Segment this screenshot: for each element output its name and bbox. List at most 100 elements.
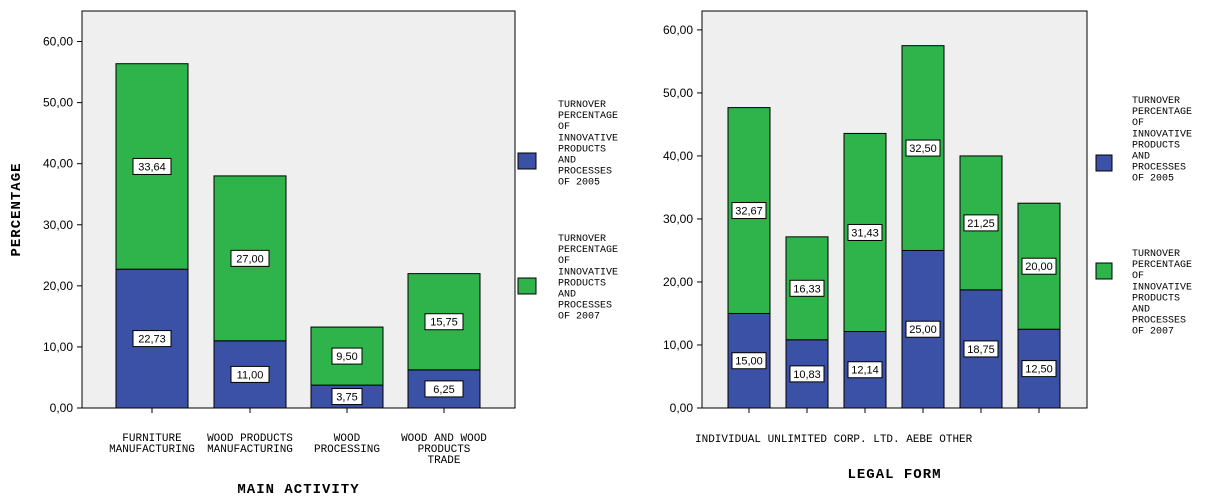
legend-label: OF: [1132, 271, 1144, 282]
data-label: 20,00: [1025, 261, 1053, 273]
y-tick-label: 20,00: [663, 275, 693, 289]
y-tick-label: 0,00: [50, 401, 74, 415]
data-label-box: [905, 139, 941, 157]
legend-label: INNOVATIVE: [1132, 129, 1192, 140]
data-label-box: [789, 279, 825, 297]
data-label-box: [230, 365, 270, 383]
bar-segment: [407, 273, 481, 371]
legend-label: INNOVATIVE: [558, 267, 618, 278]
y-tick-label: 50,00: [663, 86, 693, 100]
data-label-box: [424, 313, 464, 331]
data-label-box: [847, 361, 883, 379]
data-label: 33,64: [138, 161, 166, 173]
chart-1: 0,00 10,00 20,00 30,00 40,00 50,00 60,00 PERCEN…: [9, 10, 618, 498]
data-label-box: [331, 347, 363, 365]
data-label-box: [847, 223, 883, 241]
data-label: 12,14: [851, 365, 879, 377]
legend-label: PROCESSES: [1132, 163, 1186, 174]
y-tick-label: 30,00: [43, 218, 73, 232]
x-tick-label: MANUFACTURING: [207, 444, 293, 456]
legend-label: OF: [558, 256, 570, 267]
legend-label: PERCENTAGE: [558, 245, 618, 256]
y-tick-label: 40,00: [43, 157, 73, 171]
legend-label: PROCESSES: [1132, 316, 1186, 327]
y-tick-label: 60,00: [43, 35, 73, 49]
legend-label: AND: [1132, 152, 1150, 163]
legend-label: INNOVATIVE: [1132, 282, 1192, 293]
data-label-box: [1021, 360, 1057, 378]
data-label: 12,50: [1025, 364, 1053, 376]
data-label-box: [132, 330, 172, 348]
data-label-box: [1021, 257, 1057, 275]
legend-label: OF 2005: [558, 178, 600, 189]
y-tick-label: 60,00: [663, 23, 693, 37]
legend-label: TURNOVER: [558, 234, 606, 245]
data-label: 21,25: [967, 218, 995, 230]
x-tick-label: WOOD PRODUCTS: [207, 433, 293, 445]
data-label-box: [424, 380, 464, 398]
x-axis-title: MAIN ACTIVITY: [237, 482, 359, 498]
data-label: 32,50: [909, 143, 937, 155]
y-tick-label: 50,00: [43, 96, 73, 110]
x-tick-label: WOOD: [334, 433, 361, 445]
x-tick-label: PRODUCTS: [418, 444, 471, 456]
y-tick-label: 10,00: [663, 338, 693, 352]
data-label: 31,43: [851, 227, 879, 239]
data-label: 27,00: [236, 253, 264, 265]
legend-label: AND: [1132, 305, 1150, 316]
x-tick-label: TRADE: [427, 455, 460, 467]
legend-label: OF 2007: [1132, 327, 1174, 338]
data-label-box: [789, 365, 825, 383]
x-tick-label: WOOD AND WOOD: [401, 433, 487, 445]
legend-label: OF 2007: [558, 312, 600, 323]
data-label: 16,33: [793, 283, 821, 295]
data-label-box: [331, 388, 363, 406]
y-tick-label: 0,00: [670, 401, 694, 415]
data-label: 32,67: [735, 206, 763, 218]
data-label-box: [731, 352, 767, 370]
y-tick-label: 10,00: [43, 340, 73, 354]
x-tick-label: INDIVIDUAL UNLIMITED CORP. LTD. AEBE OTH…: [695, 434, 973, 446]
legend-label: PRODUCTS: [558, 278, 606, 289]
legend-label: AND: [558, 156, 576, 167]
data-label: 10,83: [793, 369, 821, 381]
data-label-box: [905, 320, 941, 338]
data-label-box: [230, 249, 270, 267]
legend-label: TURNOVER: [1132, 96, 1180, 107]
chart-2: 0,00 10,00 20,00 30,00 40,00 50,00 60,00 15,00 3…: [663, 10, 1192, 483]
data-label-box: [132, 157, 172, 175]
legend-label: TURNOVER: [558, 100, 606, 111]
y-axis-title: PERCENTAGE: [9, 162, 25, 256]
legend-swatch: [1095, 262, 1113, 280]
legend-label: PERCENTAGE: [558, 111, 618, 122]
legend-swatch: [517, 277, 537, 295]
legend-label: PERCENTAGE: [1132, 107, 1192, 118]
x-axis-title: LEGAL FORM: [847, 467, 941, 483]
x-tick-label: FURNITURE: [122, 433, 182, 445]
legend-label: OF: [1132, 118, 1144, 129]
y-tick-label: 40,00: [663, 149, 693, 163]
legend-label: TURNOVER: [1132, 249, 1180, 260]
x-tick-label: MANUFACTURING: [109, 444, 195, 456]
legend-label: PROCESSES: [558, 167, 612, 178]
data-label: 11,00: [237, 369, 264, 381]
legend-label: PERCENTAGE: [1132, 260, 1192, 271]
data-label: 9,50: [336, 351, 357, 363]
legend-label: AND: [558, 290, 576, 301]
legend-label: OF: [558, 122, 570, 133]
data-label: 18,75: [967, 344, 995, 356]
legend-swatch: [517, 152, 537, 170]
data-label-box: [963, 214, 999, 232]
data-label: 3,75: [336, 392, 357, 404]
legend-label: PROCESSES: [558, 301, 612, 312]
data-label-box: [731, 202, 767, 220]
y-tick-label: 20,00: [43, 279, 73, 293]
data-label: 15,00: [735, 356, 763, 368]
data-label: 6,25: [433, 384, 454, 396]
legend-label: PRODUCTS: [558, 144, 606, 155]
x-tick-label: PROCESSING: [314, 444, 380, 456]
y-tick-label: 30,00: [663, 212, 693, 226]
legend-label: INNOVATIVE: [558, 133, 618, 144]
legend-label: PRODUCTS: [1132, 140, 1180, 151]
